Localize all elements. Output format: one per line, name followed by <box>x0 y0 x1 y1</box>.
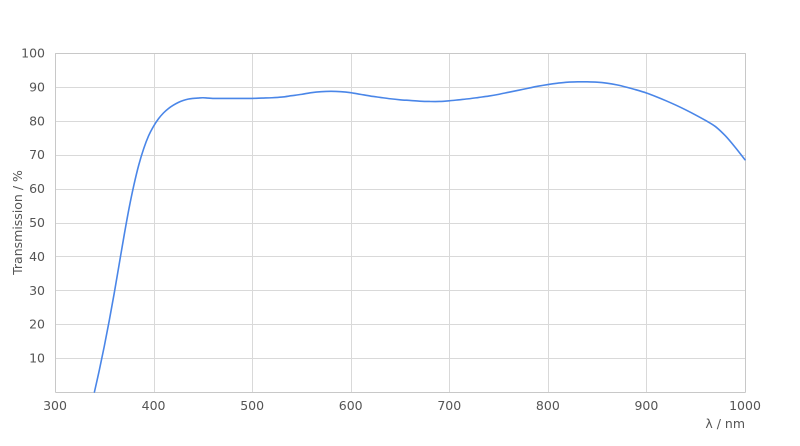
series-line-transmission <box>93 80 746 393</box>
axis-lines <box>55 53 746 393</box>
y-tick-label: 30 <box>29 283 45 298</box>
x-tick-label: 1000 <box>729 398 761 413</box>
data-series-group <box>93 80 746 393</box>
y-tick-label: 80 <box>29 113 45 128</box>
x-tick-label: 900 <box>634 398 658 413</box>
x-tick-label: 500 <box>240 398 264 413</box>
y-tick-label: 70 <box>29 147 45 162</box>
x-tick-label: 400 <box>142 398 166 413</box>
x-axis-tick-labels: 300 400 500 600 700 800 900 1000 <box>43 398 761 413</box>
x-tick-label: 800 <box>536 398 560 413</box>
x-tick-label: 700 <box>437 398 461 413</box>
y-tick-label: 40 <box>29 249 45 264</box>
x-tick-label: 300 <box>43 398 67 413</box>
y-tick-label: 60 <box>29 181 45 196</box>
x-tick-label: 600 <box>339 398 363 413</box>
vertical-gridlines <box>55 53 746 392</box>
y-tick-label: 90 <box>29 79 45 94</box>
y-axis-tick-labels: 10 20 30 40 50 60 70 80 90 100 <box>21 46 45 366</box>
y-tick-label: 20 <box>29 317 45 332</box>
x-axis-title: λ / nm <box>705 416 745 431</box>
y-axis-title: Transmission / % <box>10 170 25 276</box>
y-tick-label: 100 <box>21 46 45 61</box>
y-tick-label: 50 <box>29 215 45 230</box>
y-tick-label: 10 <box>29 351 45 366</box>
